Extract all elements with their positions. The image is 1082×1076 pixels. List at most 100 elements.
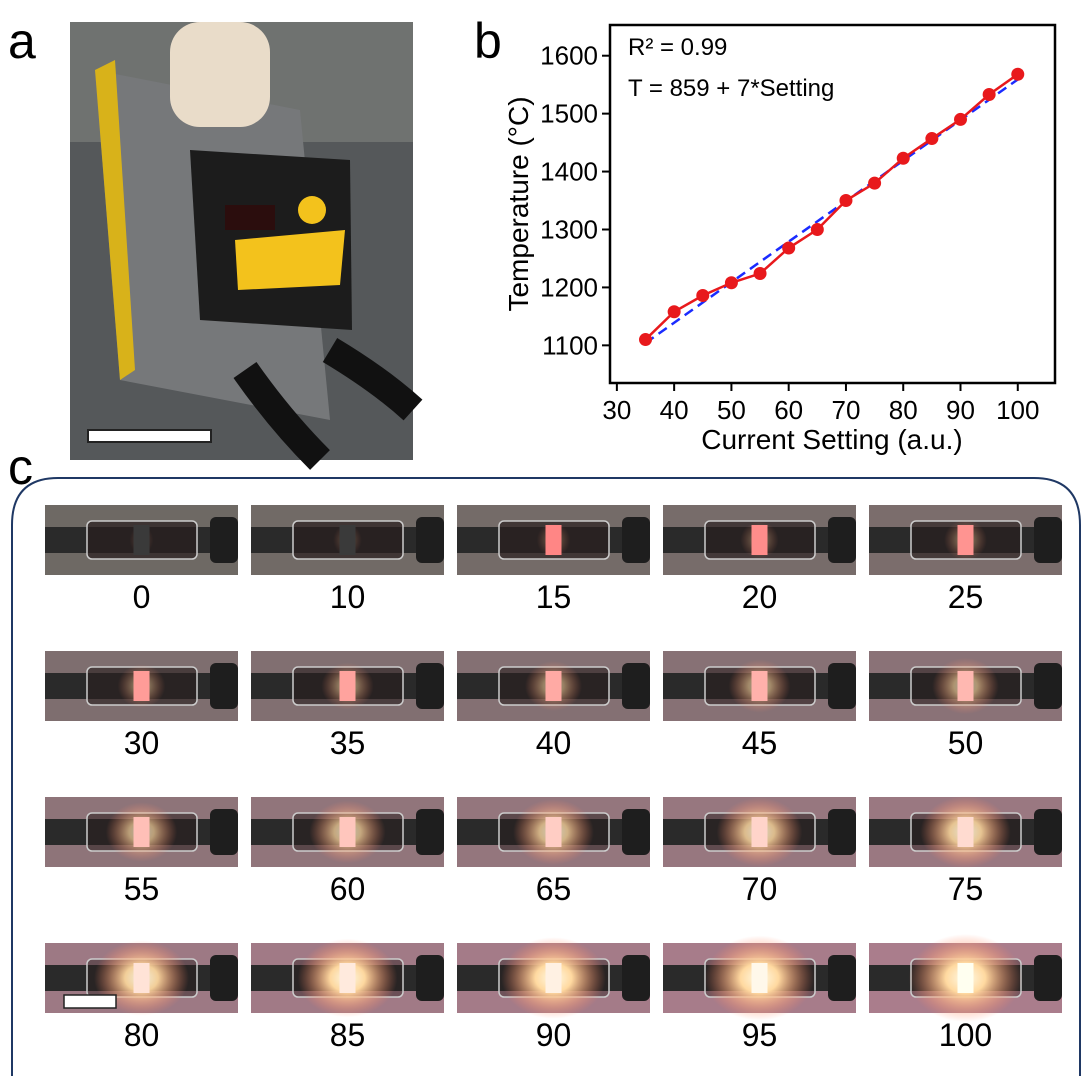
electrode-right	[828, 809, 856, 855]
photo-label: 40	[536, 725, 572, 761]
x-axis-label: Current Setting (a.u.)	[701, 424, 962, 455]
sample	[134, 963, 150, 993]
photo	[663, 505, 856, 575]
electrode-right	[210, 517, 238, 563]
electrode-right	[416, 955, 444, 1001]
photo	[251, 797, 444, 867]
x-tick-label: 90	[946, 395, 975, 425]
sample	[958, 817, 974, 847]
sample	[134, 817, 150, 847]
y-tick-label: 1600	[540, 41, 598, 71]
photo-label: 15	[536, 579, 572, 615]
photo-label: 10	[330, 579, 366, 615]
data-point	[668, 305, 681, 318]
y-tick-label: 1300	[540, 214, 598, 244]
electrode-right	[828, 663, 856, 709]
y-axis-label: Temperature (°C)	[503, 96, 534, 311]
photo	[251, 505, 444, 575]
photo-label: 90	[536, 1017, 572, 1053]
data-point	[639, 333, 652, 346]
photo-label: 85	[330, 1017, 366, 1053]
photo	[663, 797, 856, 867]
photo	[457, 797, 650, 867]
electrode-right	[828, 517, 856, 563]
electrode-right	[1034, 955, 1062, 1001]
scale-bar	[64, 995, 116, 1008]
electrode-right	[622, 955, 650, 1001]
electrode-right	[416, 809, 444, 855]
y-tick-label: 1100	[542, 330, 598, 360]
photo-label: 95	[742, 1017, 778, 1053]
electrode-right	[210, 663, 238, 709]
sample	[134, 525, 150, 555]
photo	[251, 651, 444, 721]
annotation: R² = 0.99	[628, 34, 727, 61]
photo	[457, 651, 650, 721]
photo-label: 100	[939, 1017, 992, 1053]
sample	[958, 671, 974, 701]
photo	[457, 937, 650, 1019]
electrode-right	[1034, 809, 1062, 855]
photo-label: 35	[330, 725, 366, 761]
photo-label: 30	[124, 725, 160, 761]
photo-label: 20	[742, 579, 778, 615]
y-tick-label: 1500	[540, 99, 598, 129]
data-point	[983, 88, 996, 101]
photo	[663, 651, 856, 721]
photo	[663, 936, 856, 1021]
electrode-right	[622, 517, 650, 563]
photo-welder	[70, 22, 413, 460]
panel-label: b	[474, 13, 502, 69]
sample	[546, 963, 562, 993]
electrode-right	[622, 663, 650, 709]
data-point	[925, 132, 938, 145]
photo	[869, 796, 1062, 868]
photo-label: 75	[948, 871, 984, 907]
photo-label: 80	[124, 1017, 160, 1053]
panel-label: c	[8, 439, 33, 495]
electrode-right	[210, 809, 238, 855]
photo-label: 70	[742, 871, 778, 907]
photo	[45, 505, 238, 575]
sample	[752, 817, 768, 847]
sample	[752, 525, 768, 555]
photo-label: 65	[536, 871, 572, 907]
photo	[869, 651, 1062, 721]
data-point	[696, 289, 709, 302]
x-tick-label: 80	[889, 395, 918, 425]
data-point	[868, 177, 881, 190]
x-tick-label: 100	[996, 395, 1039, 425]
sample	[546, 525, 562, 555]
photo-label: 45	[742, 725, 778, 761]
panel-label: a	[8, 13, 36, 69]
photo	[869, 505, 1062, 575]
sample	[546, 817, 562, 847]
annotation: T = 859 + 7*Setting	[628, 75, 834, 102]
data-point	[811, 223, 824, 236]
electrode-right	[1034, 663, 1062, 709]
electrode-right	[416, 517, 444, 563]
x-tick-label: 60	[774, 395, 803, 425]
electrode-right	[1034, 517, 1062, 563]
sample	[546, 671, 562, 701]
photo	[869, 934, 1062, 1022]
x-tick-label: 40	[660, 395, 689, 425]
electrode-right	[416, 663, 444, 709]
data-point	[725, 276, 738, 289]
data-point	[897, 152, 910, 165]
data-point	[1011, 68, 1024, 81]
data-point	[839, 194, 852, 207]
data-point	[954, 113, 967, 126]
photo	[457, 505, 650, 575]
photo-label: 25	[948, 579, 984, 615]
photo	[251, 939, 444, 1018]
x-tick-label: 50	[717, 395, 746, 425]
sample	[340, 525, 356, 555]
photo-label: 55	[124, 871, 160, 907]
photo	[45, 797, 238, 867]
x-tick-label: 30	[602, 395, 631, 425]
x-tick-label: 70	[831, 395, 860, 425]
electrode-right	[210, 955, 238, 1001]
data-point	[782, 242, 795, 255]
photo-label: 50	[948, 725, 984, 761]
